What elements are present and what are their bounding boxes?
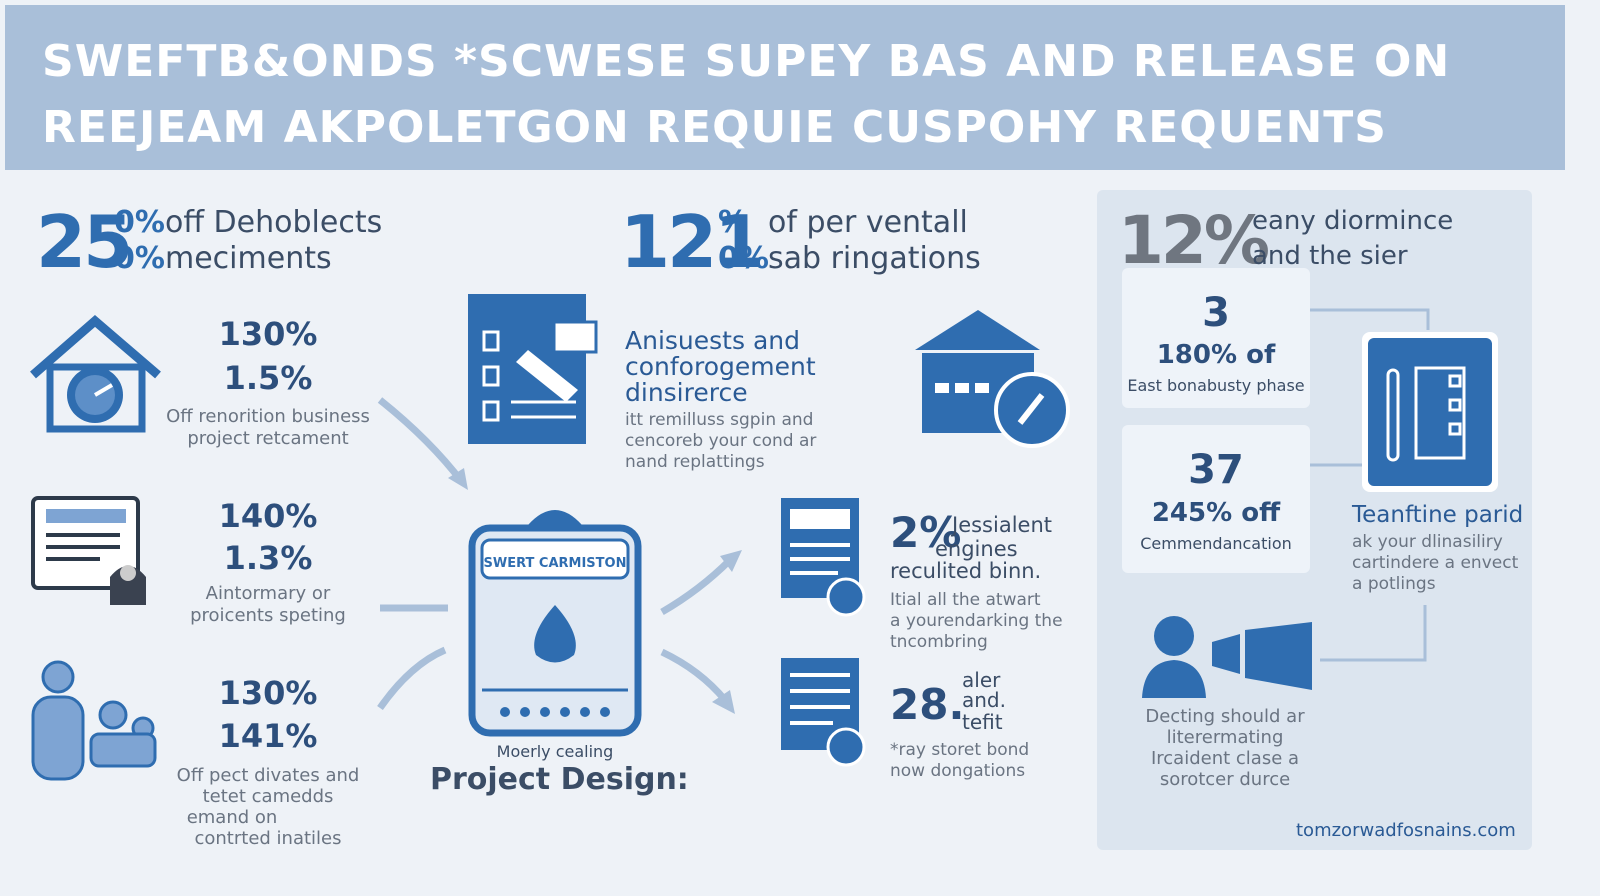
- item-text: *ray storet bond: [890, 740, 1030, 760]
- house-icon: [30, 315, 161, 433]
- feature-text: itt remilluss sgpin and: [625, 410, 814, 430]
- header-line: REEJEAM AKPOLETGON REQUIE CUSPOHY REQUEN…: [42, 102, 1387, 153]
- item-title: and.: [962, 688, 1006, 712]
- stat-text: off Dehoblects: [165, 205, 383, 240]
- item-title: aler: [962, 668, 1001, 692]
- stat-text: of per ventall: [768, 205, 968, 240]
- item-number: 130%: [218, 674, 318, 712]
- item-text: Aintormary or: [205, 583, 331, 604]
- card-pct: 245% off: [1151, 498, 1281, 528]
- doc-gear-icon: [781, 658, 866, 767]
- people-icon: [31, 660, 157, 781]
- item-text: project retcament: [187, 428, 349, 449]
- item-number: 28.: [890, 680, 965, 729]
- item-text: Off pect divates and: [176, 765, 360, 786]
- item-text: now dongations: [890, 761, 1026, 781]
- doc-gear-icon: [781, 498, 866, 617]
- item-text: Itial all the atwart: [890, 590, 1041, 610]
- stat-card: [1122, 268, 1310, 408]
- item-title: Jessialent: [952, 513, 1052, 537]
- connector-lines: [1310, 308, 1430, 662]
- person-text: Ircaident clase a: [1150, 748, 1300, 769]
- item-number: 2%: [890, 508, 962, 557]
- feature-text: cencoreb your cond ar: [625, 431, 817, 451]
- item-text: Off renorition business: [166, 406, 370, 427]
- feature-text: nand replattings: [625, 452, 765, 472]
- checklist-icon: [468, 294, 598, 444]
- feature-title: Teanftine parid: [1352, 502, 1524, 528]
- item-number: 140%: [218, 497, 318, 535]
- card-number: 3: [1202, 290, 1230, 336]
- stat-big: 121: [620, 200, 764, 284]
- stat-text: meciments: [165, 241, 332, 276]
- person-text: sorotcer durce: [1159, 769, 1291, 790]
- item-text: tncombring: [890, 632, 988, 652]
- card-pct: 180% of: [1156, 340, 1276, 370]
- item-title: reculited binn.: [890, 559, 1042, 583]
- stat-pct: %: [718, 205, 749, 240]
- clipboard-label: SWERT CARMISTON: [483, 556, 627, 571]
- stat-big: 25: [36, 200, 133, 284]
- stat-pct: 0%: [114, 205, 165, 240]
- stat-pct: 0%: [718, 241, 769, 276]
- item-text: a yourendarking the: [890, 611, 1063, 631]
- stat-text: and the sier: [1252, 241, 1408, 271]
- url: tomzorwadfosnains.com: [1296, 820, 1516, 841]
- item-number: 1.5%: [223, 359, 313, 397]
- tablet-icon: [1362, 332, 1498, 492]
- card-number: 37: [1188, 447, 1244, 493]
- item-text: tetet camedds: [202, 786, 334, 807]
- stat-big: 12%: [1118, 202, 1270, 279]
- person-text: Decting should ar: [1145, 706, 1305, 727]
- clipboard-icon: [468, 510, 642, 737]
- feature-title: conforogement: [625, 352, 816, 381]
- feature-text: ak your dlinasiliry: [1352, 532, 1503, 552]
- clipboard-title: Project Design:: [430, 762, 689, 797]
- stat-text: sab ringations: [768, 241, 981, 276]
- header-band: [5, 5, 1565, 170]
- header-line: SWEFTB&ONDS *SCWESE SUPEY BAS AND RELEAS…: [42, 36, 1451, 87]
- item-title: tefit: [962, 710, 1003, 734]
- item-number: 141%: [218, 717, 318, 755]
- item-number: 1.3%: [223, 539, 313, 577]
- feature-title: Anisuests and: [625, 326, 800, 355]
- item-text: contrted inatiles: [194, 828, 342, 849]
- document-lock-icon: [31, 496, 146, 605]
- clipboard-caption: Moerly cealing: [496, 742, 614, 761]
- feature-text: cartindere a envect: [1352, 553, 1519, 573]
- stat-text: eany diormince: [1252, 206, 1454, 236]
- feature-title: dinsirerce: [625, 378, 748, 407]
- feature-text: a potlings: [1352, 574, 1436, 594]
- card-label: Cemmendancation: [1140, 534, 1292, 553]
- stat-pct: 0%: [114, 241, 165, 276]
- item-number: 130%: [218, 315, 318, 353]
- item-text: emand on: [186, 807, 278, 828]
- person-text: literermating: [1166, 727, 1284, 748]
- item-title: engines: [935, 537, 1018, 561]
- stat-card: [1122, 425, 1310, 573]
- card-label: East bonabusty phase: [1127, 376, 1305, 395]
- item-text: proicents speting: [190, 605, 346, 626]
- speaker-icon: [1142, 616, 1312, 698]
- building-icon: [915, 310, 1070, 448]
- flow-arrows: [377, 397, 742, 714]
